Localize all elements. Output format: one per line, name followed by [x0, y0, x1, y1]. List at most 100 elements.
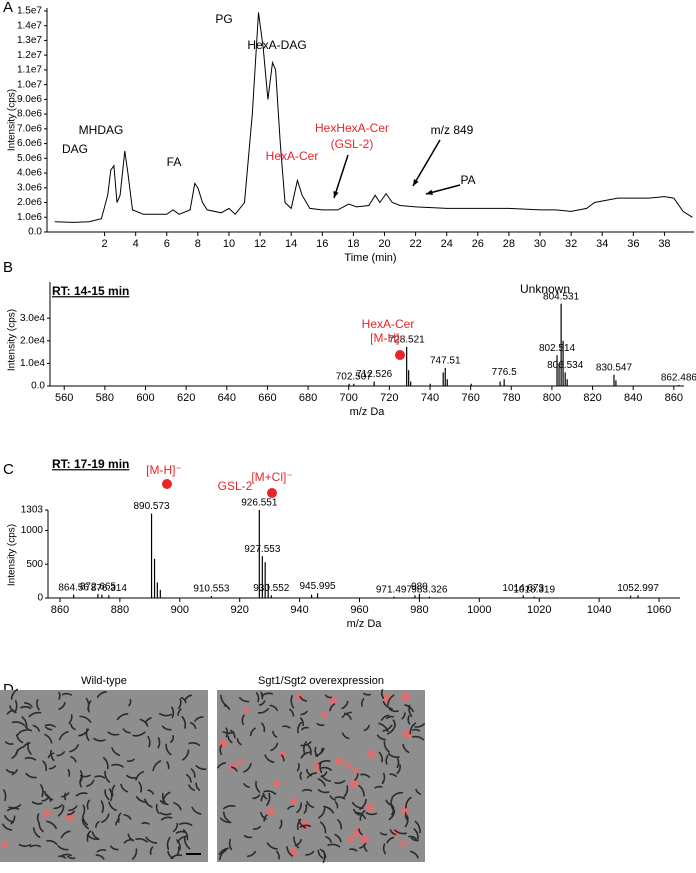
x-tick-label: 960 — [350, 604, 368, 616]
bacterium — [263, 790, 277, 795]
bacterium — [290, 695, 295, 709]
bacterium — [114, 818, 121, 826]
bacterium — [413, 828, 419, 840]
bacterium — [21, 716, 28, 728]
image-title: Wild-type — [81, 675, 127, 687]
bacterium — [359, 842, 367, 849]
bacterium — [317, 778, 326, 787]
bacterium — [38, 822, 44, 833]
fluorescent-cell — [344, 762, 352, 769]
bacterium — [177, 708, 182, 716]
annotation: HexA-Cer — [362, 317, 415, 331]
bacterium — [243, 782, 250, 788]
y-tick-label: 7.0e6 — [17, 123, 42, 134]
marker-dot — [267, 488, 277, 498]
fluorescent-cell — [349, 779, 359, 789]
peak-label: 712.526 — [356, 369, 393, 380]
arrow-head — [333, 191, 339, 198]
bacterium — [172, 822, 179, 833]
peak-label: 864.56 — [58, 582, 89, 593]
bacterium — [414, 723, 426, 728]
fluorescent-cell — [42, 809, 51, 818]
bacterium — [194, 716, 204, 722]
bacterium — [69, 723, 76, 731]
bacterium — [407, 715, 411, 725]
bacterium — [9, 705, 17, 714]
bacterium — [317, 789, 330, 794]
bacterium — [122, 728, 131, 734]
bacterium — [46, 820, 57, 830]
bacterium — [31, 801, 43, 805]
bacterium — [15, 745, 25, 755]
annotation: MHDAG — [79, 123, 124, 137]
bacterium — [278, 819, 283, 830]
bacterium — [181, 715, 187, 729]
bacterium — [176, 846, 180, 856]
bacterium — [280, 754, 285, 762]
bacterium — [218, 847, 229, 856]
bacterium — [44, 726, 53, 731]
bacterium — [16, 729, 28, 736]
x-tick-label: 860 — [665, 392, 683, 404]
bacterium — [161, 792, 166, 804]
y-tick-label: 0.0 — [31, 381, 45, 392]
bacterium — [319, 761, 323, 774]
bacterium — [135, 770, 145, 781]
annotation: [M+Cl]⁻ — [251, 470, 292, 484]
peak-label: 747.51 — [430, 356, 461, 367]
bacterium — [95, 820, 100, 829]
bacterium — [81, 818, 90, 830]
bacterium — [374, 785, 383, 789]
bacterium — [286, 846, 294, 857]
bacterium — [180, 696, 187, 704]
fluorescent-cell — [236, 758, 243, 765]
bacterium — [325, 836, 332, 843]
y-tick-label: 1.0e4 — [20, 358, 45, 369]
x-tick-label: 880 — [111, 604, 129, 616]
bacterium — [297, 721, 303, 734]
bacterium — [111, 784, 116, 797]
bacterium — [255, 780, 261, 793]
bacterium — [387, 694, 395, 706]
bacterium — [303, 803, 308, 814]
peak-label: 980 — [411, 582, 428, 593]
y-tick-label: 1.4e7 — [17, 20, 42, 31]
annotation: HexHexA-Cer — [315, 121, 389, 135]
fluorescent-cell — [273, 779, 281, 788]
bacterium — [131, 848, 138, 860]
bacterium — [404, 812, 409, 821]
bacterium — [365, 812, 378, 816]
bacterium — [388, 809, 396, 821]
x-tick-label: 660 — [258, 392, 276, 404]
bacterium — [42, 760, 48, 772]
arrow-head — [426, 189, 433, 195]
x-tick-label: 800 — [543, 392, 561, 404]
bacterium — [219, 817, 232, 824]
bacterium — [390, 805, 395, 816]
bacterium — [117, 812, 122, 823]
bacterium — [61, 692, 72, 696]
x-tick-label: 640 — [218, 392, 236, 404]
x-tick-label: 2 — [101, 238, 107, 250]
y-tick-label: 0.0 — [28, 227, 42, 238]
x-tick-label: 18 — [347, 238, 359, 250]
y-tick-label: 2.0e6 — [17, 197, 42, 208]
peak-label: 804.531 — [543, 291, 580, 302]
bacterium — [302, 741, 307, 755]
bacterium — [108, 801, 117, 812]
bacterium — [317, 807, 326, 819]
bacterium — [228, 838, 233, 851]
y-tick-label: 1.5e7 — [17, 6, 42, 17]
x-tick-label: 620 — [177, 392, 195, 404]
bacterium — [178, 698, 182, 710]
x-tick-label: 580 — [96, 392, 114, 404]
bacterium — [225, 727, 229, 738]
bacterium — [48, 765, 57, 770]
bacterium — [6, 807, 20, 812]
bacterium — [409, 850, 419, 859]
bacterium — [44, 790, 54, 801]
bacterium — [184, 694, 193, 701]
bacterium — [68, 805, 78, 812]
chromatogram-line — [54, 12, 693, 223]
fluorescent-cell — [366, 749, 376, 759]
